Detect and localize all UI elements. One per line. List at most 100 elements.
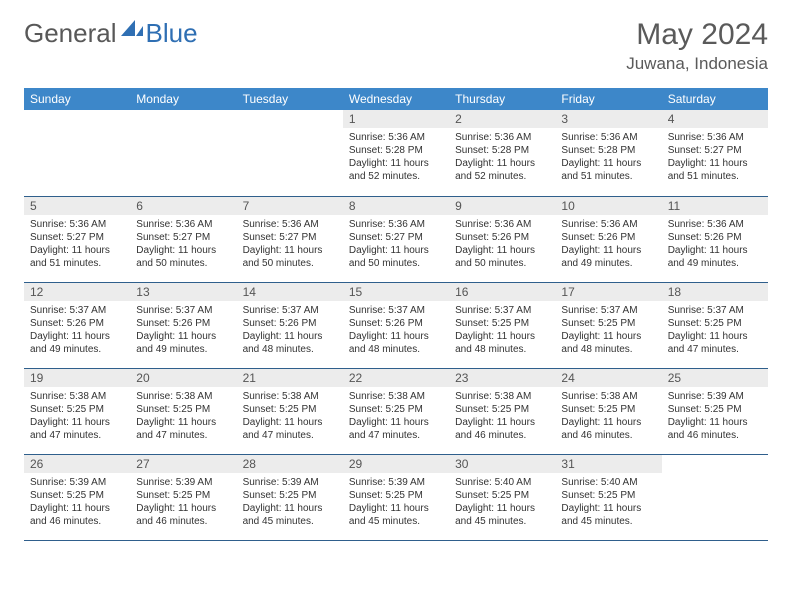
day-number: 22 xyxy=(343,369,449,387)
location-label: Juwana, Indonesia xyxy=(626,54,768,74)
sunset-text: Sunset: 5:27 PM xyxy=(349,231,443,244)
sunrise-text: Sunrise: 5:40 AM xyxy=(455,476,549,489)
daylight-text: Daylight: 11 hours and 48 minutes. xyxy=(561,330,655,356)
weekday-header: Friday xyxy=(555,88,661,110)
header: General Blue May 2024 Juwana, Indonesia xyxy=(24,18,768,74)
day-number: 31 xyxy=(555,455,661,473)
day-number: 15 xyxy=(343,283,449,301)
calendar-day-cell: 21Sunrise: 5:38 AMSunset: 5:25 PMDayligh… xyxy=(237,368,343,454)
calendar-week-row: 26Sunrise: 5:39 AMSunset: 5:25 PMDayligh… xyxy=(24,454,768,540)
sunrise-text: Sunrise: 5:38 AM xyxy=(30,390,124,403)
sunset-text: Sunset: 5:26 PM xyxy=(243,317,337,330)
daylight-text: Daylight: 11 hours and 49 minutes. xyxy=(561,244,655,270)
calendar-day-cell: 22Sunrise: 5:38 AMSunset: 5:25 PMDayligh… xyxy=(343,368,449,454)
sunset-text: Sunset: 5:27 PM xyxy=(136,231,230,244)
day-details: Sunrise: 5:37 AMSunset: 5:25 PMDaylight:… xyxy=(449,301,555,360)
calendar-day-cell: 12Sunrise: 5:37 AMSunset: 5:26 PMDayligh… xyxy=(24,282,130,368)
day-number: 7 xyxy=(237,197,343,215)
calendar-day-cell: 19Sunrise: 5:38 AMSunset: 5:25 PMDayligh… xyxy=(24,368,130,454)
day-number: 20 xyxy=(130,369,236,387)
sunset-text: Sunset: 5:27 PM xyxy=(30,231,124,244)
calendar-day-cell: 24Sunrise: 5:38 AMSunset: 5:25 PMDayligh… xyxy=(555,368,661,454)
sunrise-text: Sunrise: 5:37 AM xyxy=(349,304,443,317)
sunset-text: Sunset: 5:25 PM xyxy=(243,403,337,416)
calendar-day-cell: 18Sunrise: 5:37 AMSunset: 5:25 PMDayligh… xyxy=(662,282,768,368)
calendar-day-cell: 14Sunrise: 5:37 AMSunset: 5:26 PMDayligh… xyxy=(237,282,343,368)
sunset-text: Sunset: 5:27 PM xyxy=(243,231,337,244)
sunset-text: Sunset: 5:27 PM xyxy=(668,144,762,157)
day-details: Sunrise: 5:36 AMSunset: 5:26 PMDaylight:… xyxy=(449,215,555,274)
calendar-day-cell: 20Sunrise: 5:38 AMSunset: 5:25 PMDayligh… xyxy=(130,368,236,454)
day-details: Sunrise: 5:36 AMSunset: 5:28 PMDaylight:… xyxy=(449,128,555,187)
day-details: Sunrise: 5:39 AMSunset: 5:25 PMDaylight:… xyxy=(662,387,768,446)
weekday-header: Monday xyxy=(130,88,236,110)
calendar-day-cell: 9Sunrise: 5:36 AMSunset: 5:26 PMDaylight… xyxy=(449,196,555,282)
day-number: 5 xyxy=(24,197,130,215)
daylight-text: Daylight: 11 hours and 47 minutes. xyxy=(136,416,230,442)
sunrise-text: Sunrise: 5:36 AM xyxy=(136,218,230,231)
sunset-text: Sunset: 5:25 PM xyxy=(349,489,443,502)
day-number: 30 xyxy=(449,455,555,473)
day-details: Sunrise: 5:37 AMSunset: 5:26 PMDaylight:… xyxy=(343,301,449,360)
weekday-header: Wednesday xyxy=(343,88,449,110)
day-number: 8 xyxy=(343,197,449,215)
sunrise-text: Sunrise: 5:36 AM xyxy=(455,218,549,231)
sunrise-text: Sunrise: 5:36 AM xyxy=(30,218,124,231)
day-number: 13 xyxy=(130,283,236,301)
day-number: 6 xyxy=(130,197,236,215)
sunset-text: Sunset: 5:25 PM xyxy=(561,489,655,502)
day-number: 28 xyxy=(237,455,343,473)
sunrise-text: Sunrise: 5:40 AM xyxy=(561,476,655,489)
sunrise-text: Sunrise: 5:37 AM xyxy=(561,304,655,317)
sunrise-text: Sunrise: 5:36 AM xyxy=(455,131,549,144)
day-details: Sunrise: 5:36 AMSunset: 5:26 PMDaylight:… xyxy=(662,215,768,274)
day-details: Sunrise: 5:37 AMSunset: 5:26 PMDaylight:… xyxy=(130,301,236,360)
weekday-header: Sunday xyxy=(24,88,130,110)
daylight-text: Daylight: 11 hours and 45 minutes. xyxy=(561,502,655,528)
daylight-text: Daylight: 11 hours and 51 minutes. xyxy=(668,157,762,183)
sunrise-text: Sunrise: 5:38 AM xyxy=(349,390,443,403)
sunrise-text: Sunrise: 5:39 AM xyxy=(668,390,762,403)
calendar-day-cell: 27Sunrise: 5:39 AMSunset: 5:25 PMDayligh… xyxy=(130,454,236,540)
day-details: Sunrise: 5:38 AMSunset: 5:25 PMDaylight:… xyxy=(24,387,130,446)
title-block: May 2024 Juwana, Indonesia xyxy=(626,18,768,74)
month-title: May 2024 xyxy=(626,18,768,52)
sunset-text: Sunset: 5:25 PM xyxy=(455,317,549,330)
logo-sail-icon xyxy=(121,18,143,43)
sunset-text: Sunset: 5:26 PM xyxy=(561,231,655,244)
sunrise-text: Sunrise: 5:38 AM xyxy=(455,390,549,403)
daylight-text: Daylight: 11 hours and 47 minutes. xyxy=(349,416,443,442)
day-number: 25 xyxy=(662,369,768,387)
sunrise-text: Sunrise: 5:38 AM xyxy=(243,390,337,403)
sunrise-text: Sunrise: 5:39 AM xyxy=(136,476,230,489)
calendar-day-cell: 2Sunrise: 5:36 AMSunset: 5:28 PMDaylight… xyxy=(449,110,555,196)
sunset-text: Sunset: 5:25 PM xyxy=(30,489,124,502)
day-number: 24 xyxy=(555,369,661,387)
logo-text-general: General xyxy=(24,18,117,49)
day-details: Sunrise: 5:38 AMSunset: 5:25 PMDaylight:… xyxy=(449,387,555,446)
daylight-text: Daylight: 11 hours and 45 minutes. xyxy=(455,502,549,528)
sunset-text: Sunset: 5:26 PM xyxy=(455,231,549,244)
calendar-day-cell: 5 Sunrise: 5:36 AMSunset: 5:27 PMDaylight… xyxy=(24,196,130,282)
day-details: Sunrise: 5:36 AMSunset: 5:27 PMDaylight:… xyxy=(237,215,343,274)
daylight-text: Daylight: 11 hours and 51 minutes. xyxy=(30,244,124,270)
logo-text-blue: Blue xyxy=(146,18,198,49)
calendar-week-row: 1Sunrise: 5:36 AMSunset: 5:28 PMDaylight… xyxy=(24,110,768,196)
calendar-day-cell: 13Sunrise: 5:37 AMSunset: 5:26 PMDayligh… xyxy=(130,282,236,368)
daylight-text: Daylight: 11 hours and 52 minutes. xyxy=(455,157,549,183)
sunrise-text: Sunrise: 5:36 AM xyxy=(349,218,443,231)
calendar-day-cell: 7Sunrise: 5:36 AMSunset: 5:27 PMDaylight… xyxy=(237,196,343,282)
day-details: Sunrise: 5:38 AMSunset: 5:25 PMDaylight:… xyxy=(130,387,236,446)
calendar-day-cell xyxy=(662,454,768,540)
day-number: 21 xyxy=(237,369,343,387)
logo: General Blue xyxy=(24,18,198,49)
sunrise-text: Sunrise: 5:37 AM xyxy=(30,304,124,317)
sunset-text: Sunset: 5:25 PM xyxy=(668,403,762,416)
day-details: Sunrise: 5:40 AMSunset: 5:25 PMDaylight:… xyxy=(449,473,555,532)
sunrise-text: Sunrise: 5:37 AM xyxy=(243,304,337,317)
sunset-text: Sunset: 5:28 PM xyxy=(349,144,443,157)
day-details: Sunrise: 5:38 AMSunset: 5:25 PMDaylight:… xyxy=(555,387,661,446)
sunrise-text: Sunrise: 5:37 AM xyxy=(136,304,230,317)
day-details: Sunrise: 5:36 AMSunset: 5:28 PMDaylight:… xyxy=(343,128,449,187)
calendar-day-cell: 10Sunrise: 5:36 AMSunset: 5:26 PMDayligh… xyxy=(555,196,661,282)
